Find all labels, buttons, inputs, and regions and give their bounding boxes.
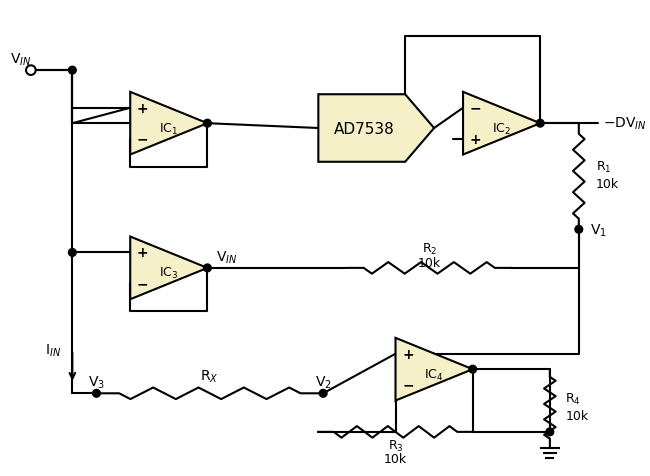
Polygon shape bbox=[463, 93, 540, 155]
Circle shape bbox=[26, 66, 36, 76]
Text: +: + bbox=[137, 246, 149, 260]
Text: R$_X$: R$_X$ bbox=[200, 368, 219, 384]
Circle shape bbox=[92, 390, 100, 397]
Text: −: − bbox=[137, 132, 149, 146]
Text: −: − bbox=[402, 378, 414, 392]
Text: R$_4$: R$_4$ bbox=[566, 391, 581, 406]
Text: R$_1$: R$_1$ bbox=[596, 160, 612, 175]
Polygon shape bbox=[130, 93, 207, 155]
Text: 10k: 10k bbox=[596, 178, 619, 191]
Polygon shape bbox=[318, 95, 434, 162]
Polygon shape bbox=[395, 338, 473, 401]
Text: V$_2$: V$_2$ bbox=[315, 374, 332, 390]
Text: V$_{IN}$: V$_{IN}$ bbox=[216, 248, 237, 265]
Circle shape bbox=[203, 265, 211, 272]
Text: +: + bbox=[470, 132, 482, 146]
Text: AD7538: AD7538 bbox=[334, 121, 395, 136]
Circle shape bbox=[469, 366, 476, 373]
Text: −: − bbox=[470, 101, 482, 116]
Text: +: + bbox=[402, 347, 414, 361]
Text: IC$_3$: IC$_3$ bbox=[159, 266, 179, 281]
Circle shape bbox=[203, 120, 211, 128]
Text: 10k: 10k bbox=[418, 256, 441, 269]
Text: IC$_1$: IC$_1$ bbox=[159, 121, 179, 136]
Text: +: + bbox=[137, 101, 149, 116]
Text: −DV$_{IN}$: −DV$_{IN}$ bbox=[603, 116, 647, 132]
Circle shape bbox=[575, 226, 582, 234]
Text: −: − bbox=[137, 277, 149, 291]
Circle shape bbox=[319, 390, 327, 397]
Polygon shape bbox=[130, 237, 207, 299]
Text: V$_{IN}$: V$_{IN}$ bbox=[10, 51, 31, 68]
Text: IC$_2$: IC$_2$ bbox=[492, 121, 511, 136]
Text: R$_2$: R$_2$ bbox=[422, 241, 437, 257]
Circle shape bbox=[546, 428, 554, 436]
Circle shape bbox=[68, 249, 76, 257]
Text: 10k: 10k bbox=[566, 409, 588, 422]
Text: V$_3$: V$_3$ bbox=[88, 374, 105, 390]
Text: I$_{IN}$: I$_{IN}$ bbox=[45, 342, 61, 358]
Text: IC$_4$: IC$_4$ bbox=[424, 367, 444, 382]
Text: V$_1$: V$_1$ bbox=[590, 222, 607, 238]
Text: R$_3$: R$_3$ bbox=[387, 438, 404, 453]
Circle shape bbox=[536, 120, 544, 128]
Text: 10k: 10k bbox=[384, 453, 407, 466]
Circle shape bbox=[68, 67, 76, 75]
